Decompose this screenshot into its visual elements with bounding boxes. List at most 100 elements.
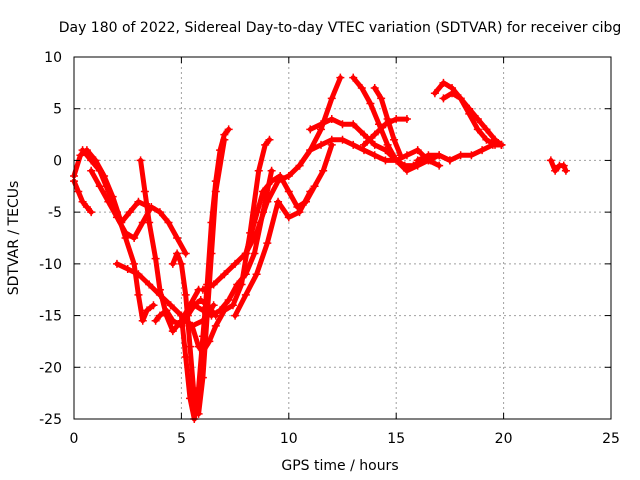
data-point <box>82 202 91 211</box>
data-point <box>164 218 173 227</box>
y-tick-label: -20 <box>39 360 62 376</box>
data-point <box>168 316 177 325</box>
data-point <box>336 73 345 82</box>
data-point <box>263 239 272 248</box>
data-point <box>349 120 358 129</box>
data-point <box>413 156 422 165</box>
data-point <box>216 146 225 155</box>
series-track-19 <box>370 84 405 160</box>
data-point <box>317 140 326 149</box>
series-track-22 <box>439 89 506 149</box>
data-point <box>306 125 315 134</box>
data-point <box>284 187 293 196</box>
y-tick-label: -25 <box>39 412 62 428</box>
data-point <box>185 342 194 351</box>
data-point <box>497 140 506 149</box>
data-point <box>259 187 268 196</box>
data-point <box>396 151 405 160</box>
series-line <box>232 189 313 319</box>
data-point <box>104 187 113 196</box>
data-point <box>112 213 121 222</box>
x-tick-label: 10 <box>280 431 298 447</box>
plot-frame <box>73 56 612 420</box>
x-tick-label: 25 <box>602 431 620 447</box>
data-point <box>220 130 229 139</box>
data-point <box>435 151 444 160</box>
data-point <box>151 316 160 325</box>
data-point <box>250 218 259 227</box>
series-layer <box>70 73 570 423</box>
data-point <box>194 342 203 351</box>
data-point <box>166 301 175 310</box>
data-point <box>181 352 190 361</box>
data-point <box>185 394 194 403</box>
data-point <box>370 140 379 149</box>
data-point <box>456 151 465 160</box>
data-point <box>435 161 444 170</box>
data-point <box>194 383 203 392</box>
data-point <box>392 156 401 165</box>
data-point <box>228 301 237 310</box>
data-point <box>357 84 366 93</box>
data-point <box>327 94 336 103</box>
data-point <box>87 156 96 165</box>
data-point <box>383 140 392 149</box>
data-point <box>265 135 274 144</box>
data-point <box>338 120 347 129</box>
data-point <box>261 140 270 149</box>
data-point <box>78 197 87 206</box>
series-line <box>88 168 189 256</box>
series-line <box>114 261 217 329</box>
data-point <box>467 151 476 160</box>
data-point <box>181 290 190 299</box>
data-point <box>205 337 214 346</box>
data-point <box>349 140 358 149</box>
x-tick-label: 0 <box>70 431 79 447</box>
data-point <box>381 156 390 165</box>
data-point <box>220 270 229 279</box>
data-point <box>478 146 487 155</box>
data-point <box>76 151 85 160</box>
data-point <box>392 115 401 124</box>
data-point <box>370 84 379 93</box>
gridlines <box>74 57 611 419</box>
data-point <box>112 259 121 268</box>
data-point <box>136 156 145 165</box>
data-point <box>402 166 411 175</box>
data-point <box>125 208 134 217</box>
data-point <box>168 259 177 268</box>
data-point <box>250 249 259 258</box>
data-point <box>207 218 216 227</box>
y-tick-label: 5 <box>53 102 62 118</box>
data-point <box>267 166 276 175</box>
data-point <box>473 115 482 124</box>
data-point <box>211 321 220 330</box>
data-point <box>439 94 448 103</box>
data-point <box>276 171 285 180</box>
series-track-2 <box>70 177 96 217</box>
x-axis-label: GPS time / hours <box>281 458 398 474</box>
data-point <box>87 166 96 175</box>
data-point <box>551 166 560 175</box>
data-point <box>366 99 375 108</box>
y-tick-label: 10 <box>44 50 62 66</box>
data-point <box>439 78 448 87</box>
data-point <box>465 109 474 118</box>
data-point <box>231 259 240 268</box>
y-axis-label: SDTVAR / TECUs <box>6 181 22 296</box>
data-point <box>274 197 283 206</box>
data-point <box>295 161 304 170</box>
series-track-18 <box>359 115 411 149</box>
data-point <box>233 280 242 289</box>
data-point <box>198 285 207 294</box>
data-point <box>130 259 139 268</box>
x-tick-label: 5 <box>177 431 186 447</box>
data-point <box>134 270 143 279</box>
data-point <box>241 290 250 299</box>
data-point <box>104 197 113 206</box>
data-point <box>168 327 177 336</box>
data-point <box>295 208 304 217</box>
data-point <box>241 270 250 279</box>
data-point <box>424 151 433 160</box>
data-point <box>130 234 139 242</box>
